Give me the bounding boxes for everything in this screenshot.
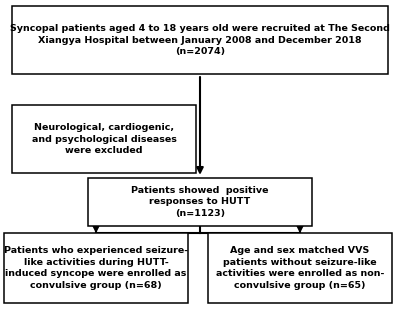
FancyBboxPatch shape [208, 233, 392, 303]
Text: Age and sex matched VVS
patients without seizure-like
activities were enrolled a: Age and sex matched VVS patients without… [216, 246, 384, 290]
FancyBboxPatch shape [88, 178, 312, 226]
Text: Patients showed  positive
responses to HUTT
(n=1123): Patients showed positive responses to HU… [131, 186, 269, 218]
Text: Patients who experienced seizure-
like activities during HUTT-
induced syncope w: Patients who experienced seizure- like a… [4, 246, 188, 290]
FancyBboxPatch shape [4, 233, 188, 303]
Text: Neurological, cardiogenic,
and psychological diseases
were excluded: Neurological, cardiogenic, and psycholog… [32, 123, 176, 155]
Text: Syncopal patients aged 4 to 18 years old were recruited at The Second
Xiangya Ho: Syncopal patients aged 4 to 18 years old… [10, 24, 390, 56]
FancyBboxPatch shape [12, 6, 388, 74]
FancyBboxPatch shape [12, 105, 196, 173]
